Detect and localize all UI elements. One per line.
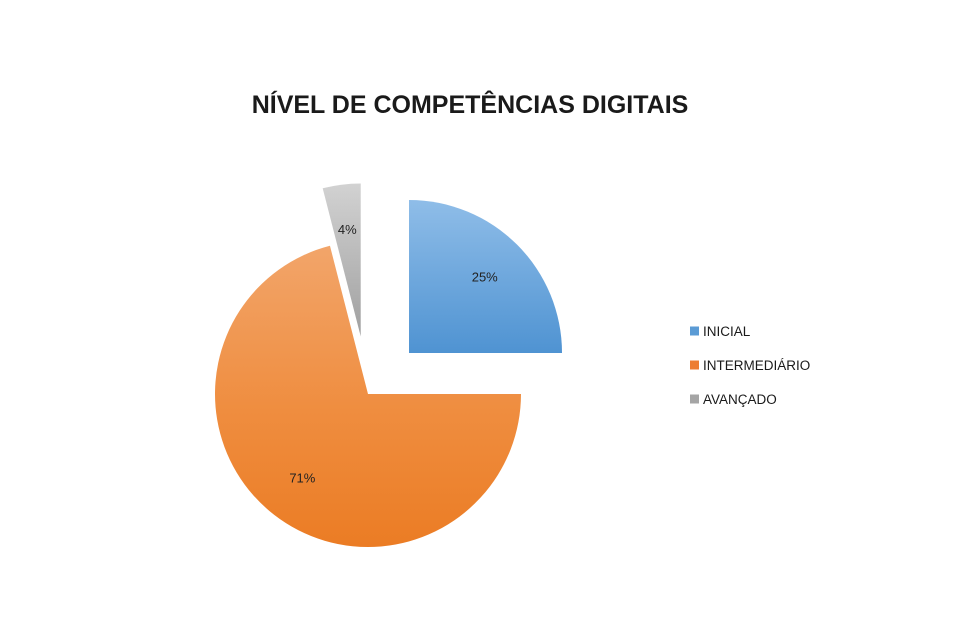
pie-slice-avancado [322,183,361,337]
legend-label-avancado: AVANÇADO [703,392,777,407]
legend-item-inicial: INICIAL [690,324,751,339]
legend-swatch-inicial [690,326,699,336]
pie-slice-labels: 25% 71% 4% [289,222,498,485]
legend-item-avancado: AVANÇADO [690,392,777,407]
legend-label-intermediario: INTERMEDIÁRIO [703,358,810,373]
slice-label-intermediario: 71% [289,471,315,486]
pie-slices [215,183,563,547]
legend-swatch-intermediario [690,360,699,370]
pie-slice-inicial [409,199,563,353]
legend-label-inicial: INICIAL [703,324,751,339]
legend-item-intermediario: INTERMEDIÁRIO [690,358,810,373]
pie-slice-intermediario [215,245,521,547]
legend-swatch-avancado [690,394,699,404]
slice-label-avancado: 4% [338,222,357,237]
chart-title: NÍVEL DE COMPETÊNCIAS DIGITAIS [252,89,689,119]
slice-label-inicial: 25% [472,269,498,284]
legend: INICIAL INTERMEDIÁRIO AVANÇADO [690,324,810,407]
